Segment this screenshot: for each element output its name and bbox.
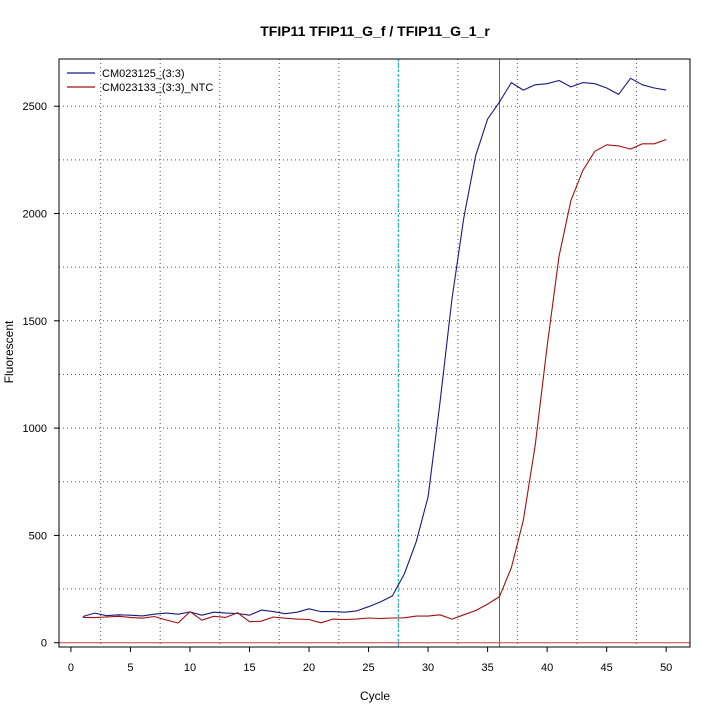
legend: CM023125_(3:3) CM023133_(3:3)_NTC (67, 68, 213, 94)
x-tick-label: 35 (481, 662, 493, 674)
x-tick-label: 20 (303, 662, 315, 674)
x-tick-label: 10 (184, 662, 196, 674)
x-tick-label: 0 (68, 662, 74, 674)
threshold-lines (59, 59, 690, 647)
y-tick-label: 1500 (23, 316, 47, 328)
y-tick-label: 500 (29, 530, 47, 542)
y-axis-label: Fluorescent (2, 320, 16, 383)
x-tick-label: 50 (660, 662, 672, 674)
x-tick-label: 45 (601, 662, 613, 674)
y-tick-label: 2500 (23, 101, 47, 113)
x-tick-label: 40 (541, 662, 553, 674)
legend-label-2: CM023133_(3:3)_NTC (102, 82, 213, 94)
series-line-2 (82, 138, 667, 624)
y-axis: 0 500 1000 1500 2000 2500 (23, 101, 59, 650)
y-tick-label: 2000 (23, 209, 47, 221)
plot-frame (58, 58, 691, 648)
x-axis-label: Cycle (360, 689, 390, 703)
y-tick-label: 1000 (23, 423, 47, 435)
x-tick-label: 30 (422, 662, 434, 674)
x-tick-label: 15 (243, 662, 255, 674)
series-lines (82, 77, 667, 624)
x-axis: 0 5 10 15 20 25 30 35 40 45 50 (68, 647, 672, 674)
y-tick-label: 0 (41, 638, 47, 650)
series-line-1 (82, 77, 667, 618)
x-tick-label: 25 (362, 662, 374, 674)
x-tick-label: 5 (127, 662, 133, 674)
legend-label-1: CM023125_(3:3) (102, 68, 185, 80)
chart-title: TFIP11 TFIP11_G_f / TFIP11_G_1_r (260, 23, 490, 39)
